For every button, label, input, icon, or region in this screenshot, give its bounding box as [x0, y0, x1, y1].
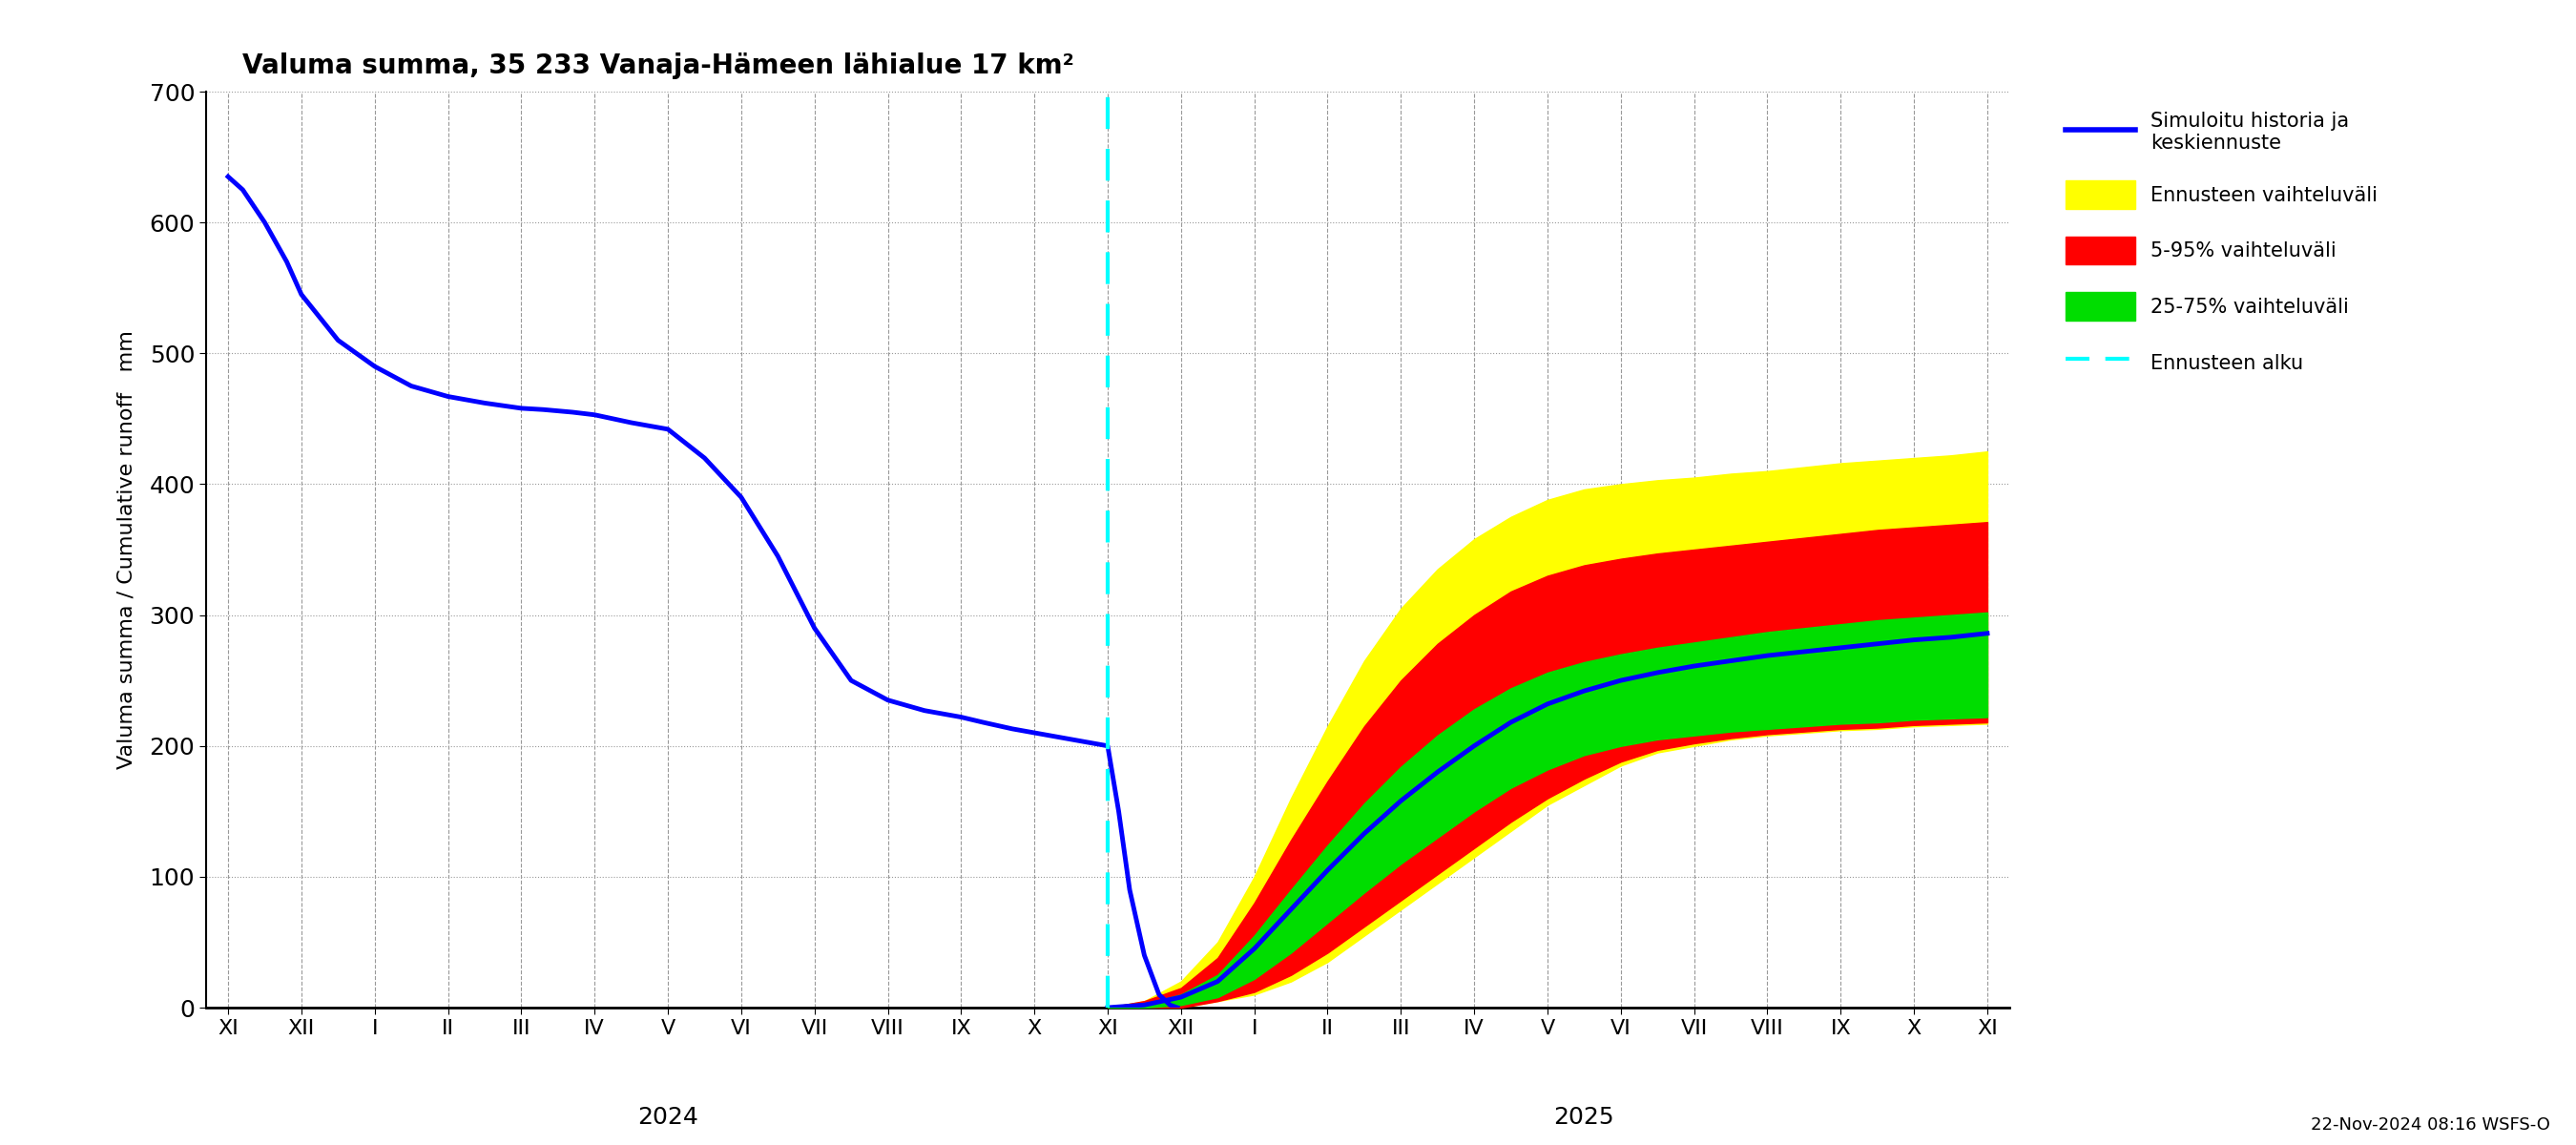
- Text: 22-Nov-2024 08:16 WSFS-O: 22-Nov-2024 08:16 WSFS-O: [2311, 1116, 2550, 1134]
- Text: 2024: 2024: [636, 1106, 698, 1129]
- Y-axis label: Valuma summa / Cumulative runoff   mm: Valuma summa / Cumulative runoff mm: [116, 330, 137, 769]
- Text: Valuma summa, 35 233 Vanaja-Hämeen lähialue 17 km²: Valuma summa, 35 233 Vanaja-Hämeen lähia…: [242, 52, 1074, 79]
- Text: 2025: 2025: [1553, 1106, 1615, 1129]
- Legend: Simuloitu historia ja
keskiennuste, Ennusteen vaihteluväli, 5-95% vaihteluväli, : Simuloitu historia ja keskiennuste, Ennu…: [2056, 102, 2388, 387]
